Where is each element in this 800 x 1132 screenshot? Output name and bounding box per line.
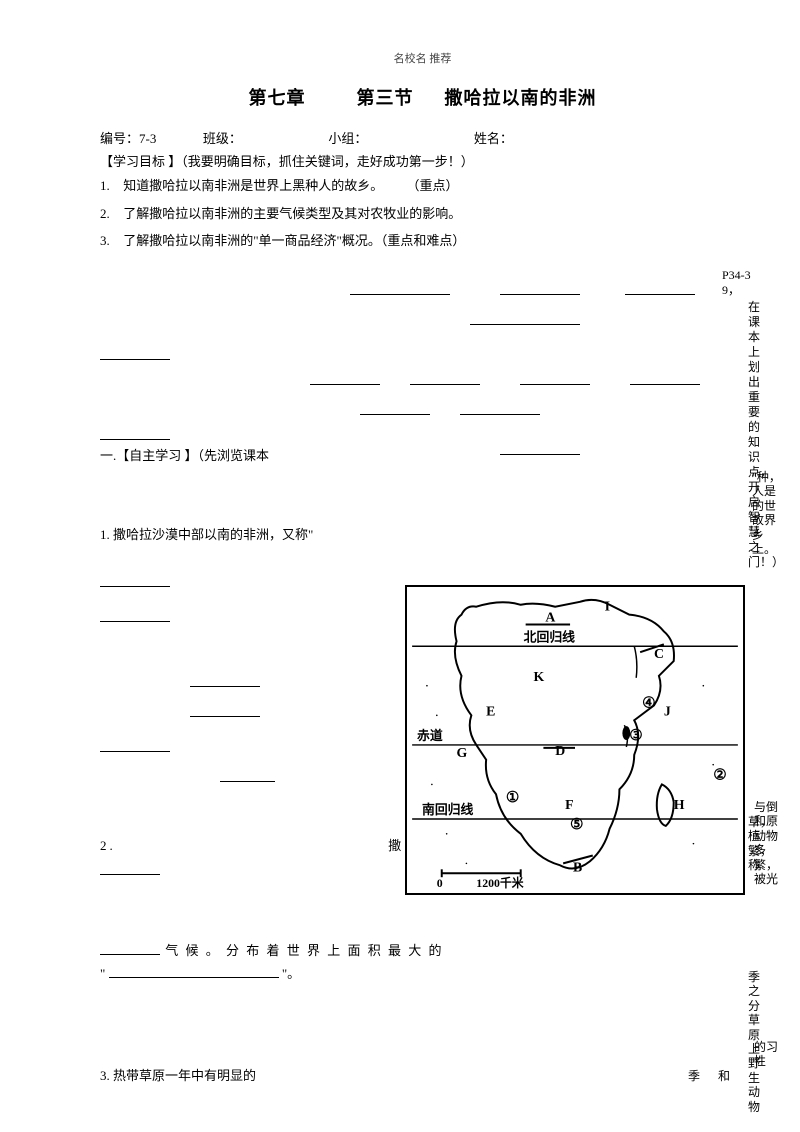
map-label-b: B: [573, 859, 582, 874]
obj-text: 了解撒哈拉以南非洲的主要气候类型及其对农牧业的影响。: [123, 206, 461, 221]
blank-line[interactable]: [100, 608, 170, 622]
map-label-c: C: [654, 646, 664, 661]
q2-line2: 气 候 。 分 布 着 世 界 上 面 积 最 大 的: [165, 943, 443, 958]
obj-note: （重点）: [407, 176, 459, 196]
map-label-h: H: [674, 797, 685, 812]
question-2-line2: 气 候 。 分 布 着 世 界 上 面 积 最 大 的: [100, 941, 460, 962]
map-c3: ③: [629, 728, 642, 744]
blank-line[interactable]: [520, 371, 590, 385]
sidenote-text: 和: [718, 1069, 730, 1083]
obj-text: 了解撒哈拉以南非洲的"单一商品经济"概况。（重点和难点）: [123, 233, 465, 248]
sidenote-s3: 与倒和原动物多繁，被光: [754, 800, 782, 886]
q2-quote-open: ": [100, 966, 105, 981]
obj-num: 2.: [100, 204, 120, 224]
section-name: 撒哈拉以南的非洲: [445, 88, 597, 108]
no-value: 7-3: [139, 131, 156, 146]
map-label-i: I: [605, 599, 610, 614]
question-3: 3. 热带草原一年中有明显的: [100, 1065, 256, 1084]
blank-line[interactable]: [109, 964, 279, 978]
group-label: 小组：: [328, 131, 367, 146]
map-label-f: F: [565, 797, 573, 812]
map-label-a: A: [545, 610, 555, 625]
header-recommend: 名校名 推荐: [100, 50, 745, 66]
sidenote-s5: 的习性: [754, 1040, 782, 1069]
map-label-k: K: [534, 669, 545, 684]
question-2-blank: [100, 861, 170, 882]
blank-line[interactable]: [100, 573, 170, 587]
blank-line[interactable]: [100, 941, 160, 955]
sidenote-text: 季: [688, 1069, 700, 1083]
blank-line[interactable]: [625, 281, 695, 295]
map-c2: ②: [713, 767, 726, 783]
map-c4: ④: [642, 695, 655, 711]
objectives-head: 【学习目标 】（我要明确目标，抓住关键词，走好成功第一步！）: [100, 151, 745, 170]
blank-line[interactable]: [310, 371, 380, 385]
map-tropic-s: 南回归线: [422, 802, 473, 817]
blanks-zone-upper: [100, 261, 745, 441]
map-c1: ①: [506, 790, 519, 806]
worksheet-page: 名校名 推荐 第七章 第三节 撒哈拉以南的非洲 编号：7-3 班级： 小组： 姓…: [0, 0, 800, 1132]
blank-line[interactable]: [100, 346, 170, 360]
chapter: 第七章: [249, 88, 306, 108]
sidenote-text: 的习性: [754, 1040, 778, 1068]
sidenote-text: 与倒和原动物多繁，被光: [754, 800, 778, 886]
sidenote-he: 和: [718, 1067, 730, 1084]
blank-line[interactable]: [220, 768, 275, 782]
objective-item: 3. 了解撒哈拉以南非洲的"单一商品经济"概况。（重点和难点）: [100, 231, 745, 251]
blank-line[interactable]: [100, 861, 160, 875]
map-c5: ⑤: [570, 817, 583, 833]
question-1: 1. 撒哈拉沙漠中部以南的非洲，又称": [100, 524, 745, 543]
map-label-d: D: [555, 743, 565, 758]
header-text: 名校名 推荐: [394, 53, 452, 65]
objective-item: 1. 知道撒哈拉以南非洲是世界上黑种人的故乡。 （重点）: [100, 176, 745, 196]
map-scale-0: 0: [437, 876, 443, 890]
q2-num: 2.: [100, 838, 116, 853]
blank-line[interactable]: [460, 401, 540, 415]
africa-map: 北回归线 赤道 南回归线 0 1200千米 A I C K E J: [405, 585, 745, 895]
blank-line[interactable]: [350, 281, 450, 295]
class-label: 班级：: [203, 131, 242, 146]
blank-line[interactable]: [500, 281, 580, 295]
section-number: 第三节: [357, 88, 414, 108]
sidenote-s2: "种，人是的世故界乡上。: [752, 470, 780, 556]
map-tropic-n: 北回归线: [524, 629, 575, 644]
blank-line[interactable]: [360, 401, 430, 415]
map-label-g: G: [457, 745, 468, 760]
blank-line[interactable]: [500, 441, 580, 455]
map-scale-v: 1200千米: [476, 876, 523, 890]
objective-item: 2. 了解撒哈拉以南非洲的主要气候类型及其对农牧业的影响。: [100, 204, 745, 224]
map-label-e: E: [486, 703, 495, 718]
blank-line[interactable]: [190, 703, 260, 717]
no-label: 编号：: [100, 131, 139, 146]
map-equator: 赤道: [417, 728, 443, 743]
name-label: 姓名：: [474, 131, 513, 146]
sidenote-ji: 季: [688, 1067, 700, 1084]
blank-line[interactable]: [100, 738, 170, 752]
blank-line[interactable]: [410, 371, 480, 385]
page-title: 第七章 第三节 撒哈拉以南的非洲: [100, 84, 745, 110]
sidenote-text: "种，人是的世故界乡上。: [752, 470, 781, 556]
q2-quote-close: "。: [282, 966, 300, 981]
blank-line[interactable]: [100, 426, 170, 440]
map-label-j: J: [664, 703, 671, 718]
obj-num: 3.: [100, 231, 120, 251]
blank-line[interactable]: [190, 673, 260, 687]
obj-num: 1.: [100, 176, 120, 196]
obj-text: 知道撒哈拉以南非洲是世界上黑种人的故乡。: [123, 178, 383, 193]
sidenote-text: P34-39，: [722, 268, 751, 297]
question-2-line3: " "。: [100, 964, 460, 985]
info-row: 编号：7-3 班级： 小组： 姓名：: [100, 128, 745, 147]
section-self-study: 一.【自主学习 】（先浏览课本: [100, 445, 745, 464]
blank-line[interactable]: [470, 311, 580, 325]
blank-line[interactable]: [630, 371, 700, 385]
sidenote-p34: P34-39，: [722, 268, 762, 298]
